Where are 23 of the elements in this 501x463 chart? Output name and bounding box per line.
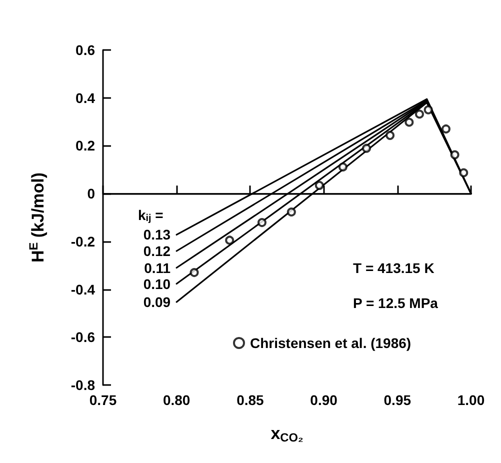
annotation: T = 413.15 K (353, 260, 434, 276)
y-axis-title: HE (kJ/mol) (26, 172, 48, 263)
y-tick-label: -0.4 (70, 281, 96, 298)
x-tick-label: 0.75 (89, 392, 117, 408)
x-tick-label: 0.80 (162, 392, 190, 408)
y-tick-label: 0.6 (76, 42, 96, 58)
series-label: 0.09 (143, 294, 171, 310)
series-label: 0.10 (143, 276, 171, 292)
y-tick-label: 0.4 (76, 90, 96, 106)
x-tick-label: 0.85 (236, 392, 264, 408)
y-tick-label: -0.8 (70, 377, 96, 393)
x-tick-label: 0.95 (384, 392, 412, 408)
series-label: 0.11 (144, 260, 171, 276)
y-tick-label: 0.2 (76, 138, 96, 154)
y-tick-label: -0.6 (70, 329, 96, 346)
y-tick-label: -0.2 (70, 233, 96, 250)
series-label: 0.12 (143, 243, 171, 259)
y-tick-label: 0 (87, 186, 96, 202)
x-tick-label: 0.90 (310, 392, 338, 408)
annotation: P = 12.5 MPa (353, 295, 438, 311)
series-label: 0.13 (143, 226, 171, 243)
legend-label: Christensen et al. (1986) (250, 335, 412, 351)
x-tick-label: 1.00 (457, 392, 485, 408)
